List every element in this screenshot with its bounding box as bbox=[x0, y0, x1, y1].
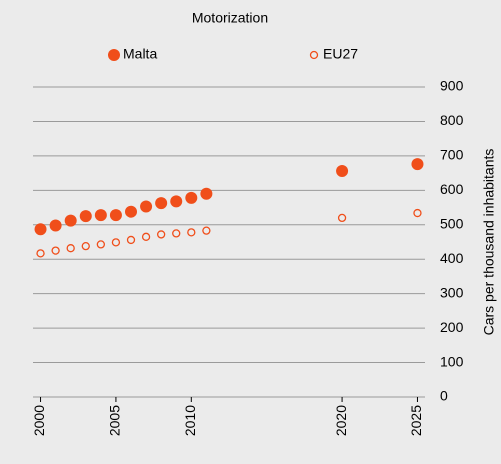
point bbox=[94, 209, 107, 222]
y-tick-label: 700 bbox=[440, 147, 464, 163]
point bbox=[125, 205, 137, 218]
point bbox=[96, 240, 105, 249]
x-tick-label: 2000 bbox=[31, 405, 47, 436]
x-tick-label: 2005 bbox=[107, 405, 123, 436]
point bbox=[34, 223, 47, 236]
y-tick-label: 200 bbox=[440, 319, 464, 335]
y-tick-label: 500 bbox=[440, 215, 464, 231]
point bbox=[157, 230, 166, 239]
point bbox=[51, 246, 60, 255]
point bbox=[172, 229, 181, 238]
legend-label: Malta bbox=[123, 46, 157, 62]
point bbox=[411, 158, 424, 171]
y-tick-label: 600 bbox=[440, 181, 464, 197]
point bbox=[141, 232, 151, 241]
x-tick-label: 2025 bbox=[408, 405, 424, 436]
point bbox=[155, 197, 168, 210]
point bbox=[49, 219, 62, 232]
y-tick-label: 0 bbox=[440, 388, 448, 404]
point bbox=[187, 228, 196, 237]
point bbox=[64, 214, 77, 227]
point bbox=[202, 226, 211, 235]
point bbox=[337, 213, 347, 223]
chart-title: Motorization bbox=[192, 10, 268, 26]
point bbox=[126, 235, 136, 245]
y-axis-label: Cars per thousand inhabitants bbox=[481, 149, 497, 336]
point bbox=[66, 244, 75, 253]
point bbox=[170, 195, 183, 208]
point bbox=[36, 249, 45, 258]
point bbox=[81, 241, 90, 251]
legend-label: EU27 bbox=[323, 46, 358, 62]
y-tick-label: 100 bbox=[440, 353, 464, 369]
y-tick-label: 400 bbox=[440, 250, 464, 266]
point bbox=[140, 200, 153, 213]
y-tick-label: 900 bbox=[440, 78, 464, 94]
point bbox=[185, 191, 198, 204]
y-tick-label: 800 bbox=[440, 112, 464, 128]
point bbox=[111, 238, 121, 247]
legend-marker bbox=[108, 49, 120, 61]
point bbox=[79, 210, 92, 223]
point bbox=[336, 165, 349, 178]
legend-marker bbox=[309, 50, 319, 60]
point bbox=[200, 187, 213, 200]
x-tick-label: 2020 bbox=[333, 405, 349, 436]
point bbox=[109, 209, 122, 222]
point bbox=[413, 208, 422, 218]
x-tick-label: 2010 bbox=[182, 405, 198, 436]
y-tick-label: 300 bbox=[440, 284, 464, 300]
